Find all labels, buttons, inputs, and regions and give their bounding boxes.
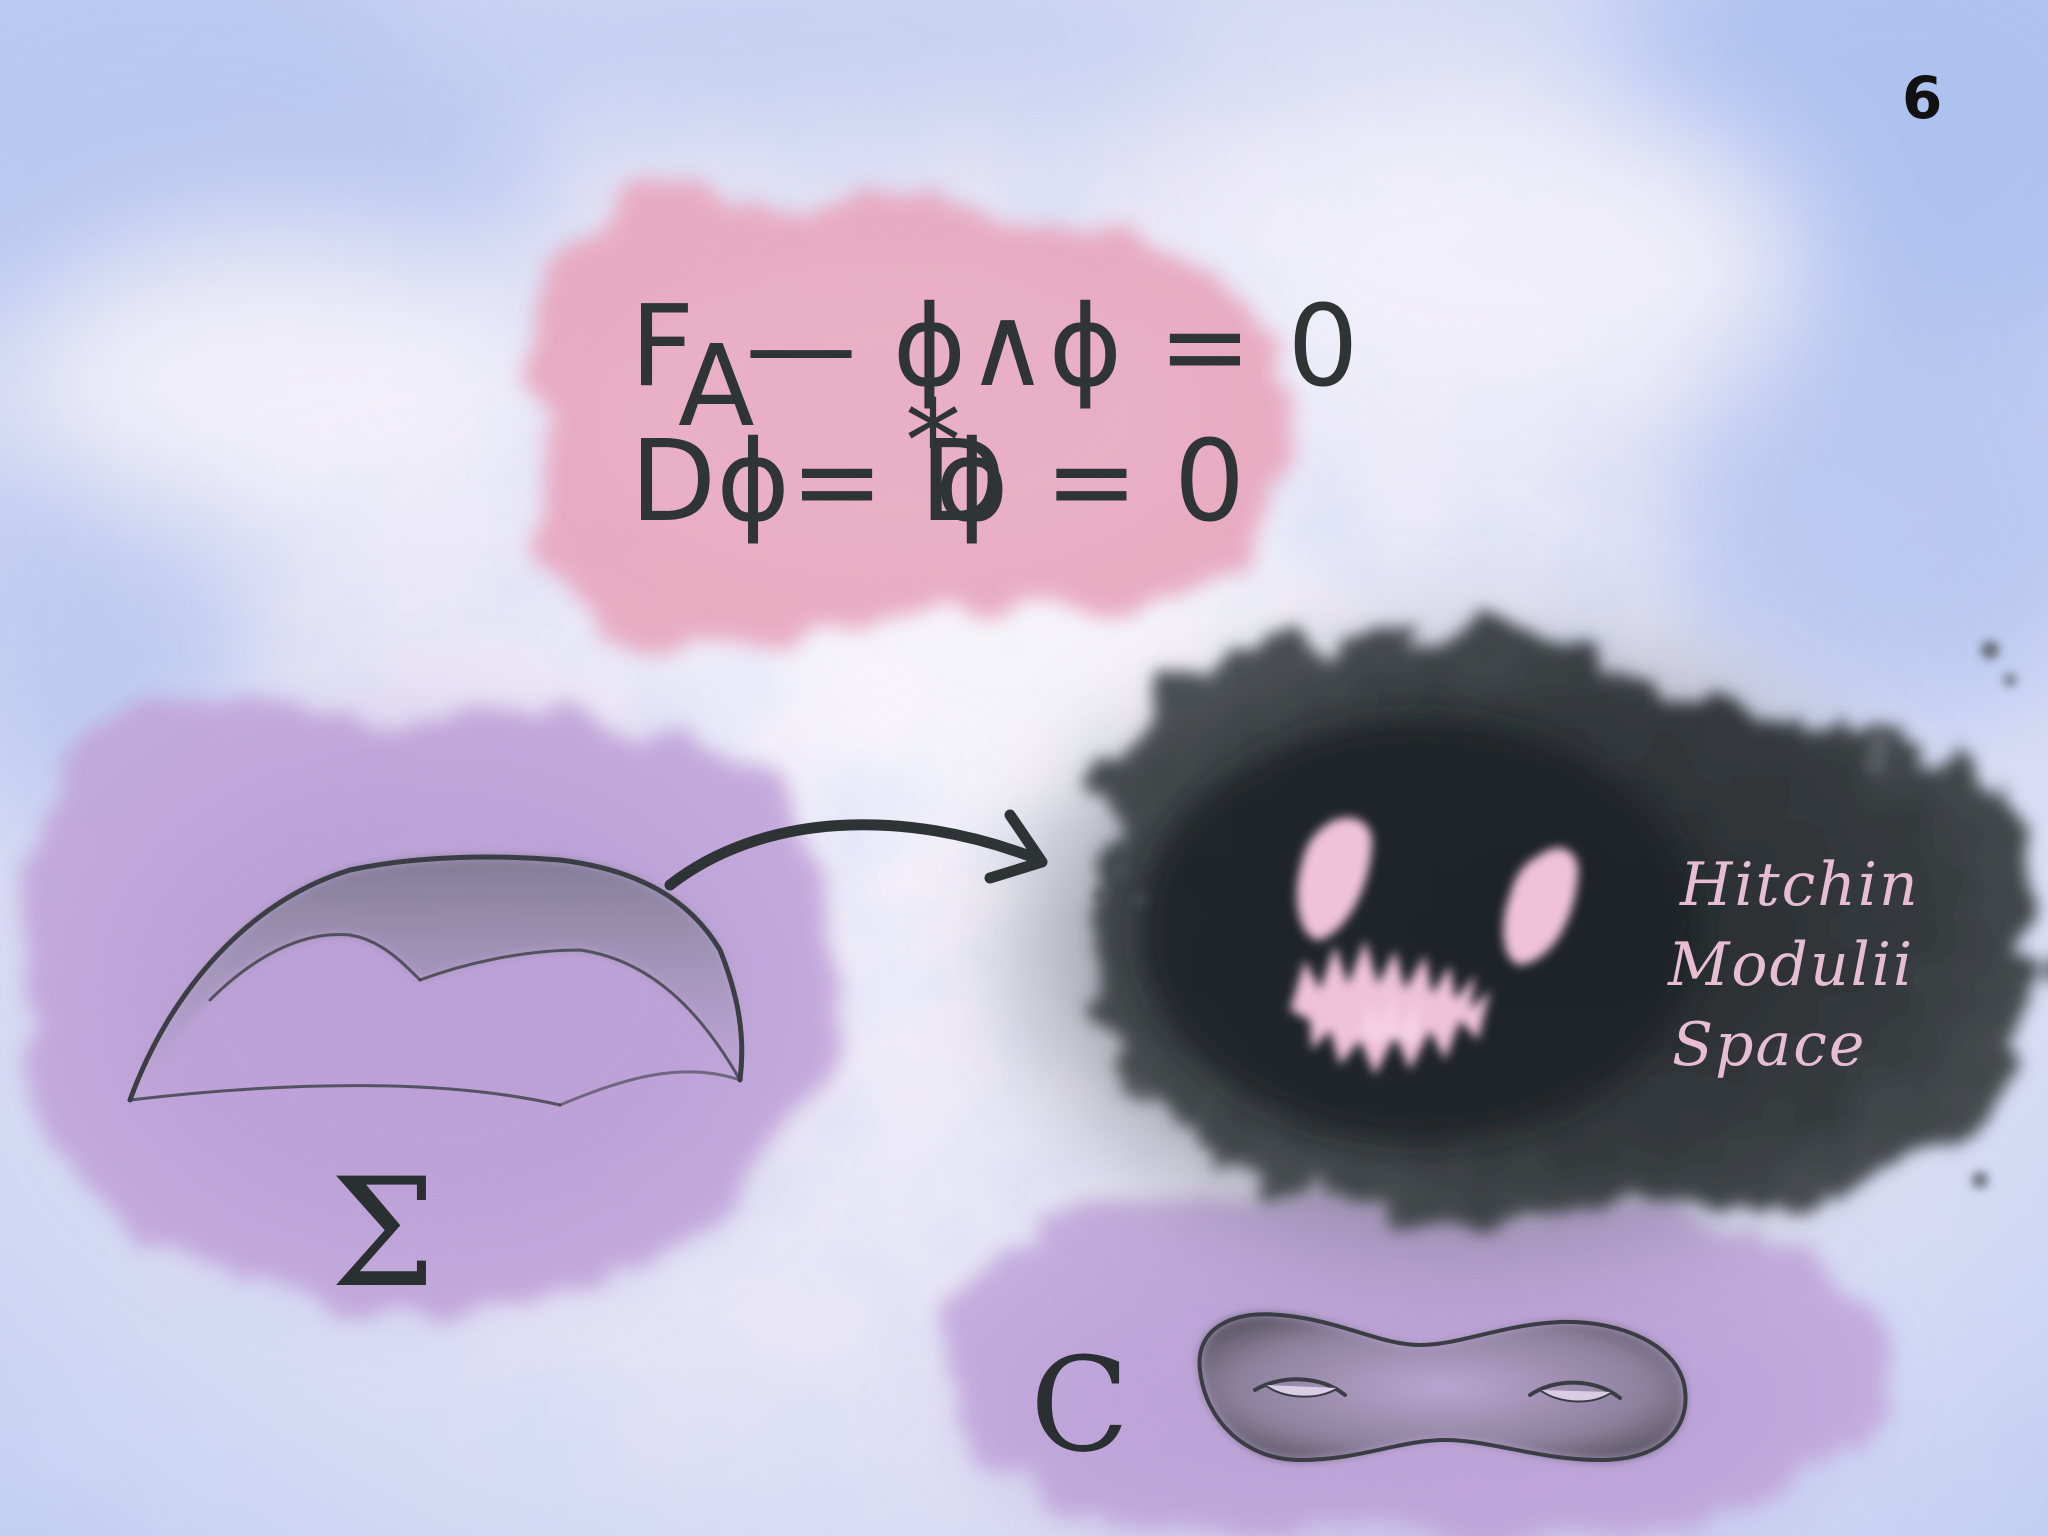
moduli-label-line2: Modulii bbox=[1667, 930, 1914, 1000]
c-label: C bbox=[1030, 1329, 1129, 1481]
equation-line1-rest: — ϕ∧ϕ = 0 bbox=[745, 282, 1359, 412]
equation-line1-subscript: A bbox=[678, 322, 755, 452]
ink-splatter bbox=[1094, 641, 2016, 1188]
moduli-label-line3: Space bbox=[1672, 1010, 1866, 1080]
monster-eyes bbox=[1296, 817, 1579, 965]
equation-line2-start: Dϕ= D bbox=[630, 417, 1006, 547]
equation-line2-superscript: * bbox=[905, 377, 961, 507]
pink-cloud bbox=[535, 188, 1285, 646]
moduli-label: Hitchin Modulii Space bbox=[1667, 850, 1920, 1080]
genus-two-surface-icon bbox=[1197, 1312, 1688, 1463]
monster-teeth bbox=[1290, 940, 1490, 1075]
curved-surface-icon bbox=[127, 854, 745, 1107]
page-number: 6 bbox=[1902, 64, 1942, 132]
equation-line2-rest: ϕ = 0 bbox=[935, 417, 1245, 547]
curved-arrow-icon bbox=[664, 809, 1048, 891]
equations: F A — ϕ∧ϕ = 0 Dϕ= D * ϕ = 0 bbox=[630, 282, 1359, 547]
equation-line1-F: F bbox=[630, 282, 694, 412]
sigma-label: Σ bbox=[330, 1147, 436, 1321]
moduli-label-line1: Hitchin bbox=[1679, 850, 1920, 920]
